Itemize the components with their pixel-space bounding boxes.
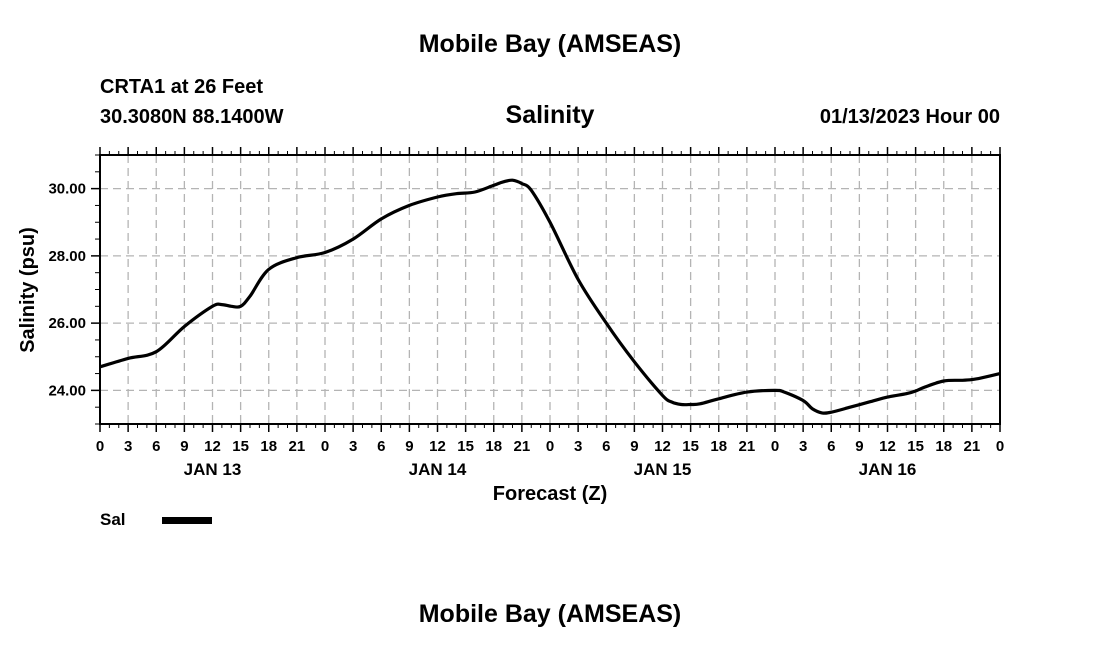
x-tick-label: 12 (654, 438, 671, 455)
series-line-sal (99, 178, 1001, 415)
x-tick-label: 6 (827, 438, 835, 455)
x-axis-label: Forecast (Z) (493, 483, 607, 505)
x-tick-label: 6 (152, 438, 160, 455)
x-tick-label: 21 (514, 438, 531, 455)
y-tick-label: 24.00 (48, 382, 86, 399)
legend-series-label: Sal (100, 510, 126, 529)
x-day-label: JAN 14 (409, 460, 467, 479)
x-tick-label: 21 (289, 438, 306, 455)
x-tick-label: 12 (429, 438, 446, 455)
axis-ticks (91, 147, 1001, 432)
y-tick-label: 26.00 (48, 315, 86, 332)
x-tick-label: 3 (799, 438, 807, 455)
y-tick-label: 30.00 (48, 181, 86, 198)
y-tick-label: 28.00 (48, 248, 86, 265)
footer-title: Mobile Bay (AMSEAS) (418, 600, 682, 628)
x-tick-label: 18 (485, 438, 502, 455)
grid-lines (100, 155, 1000, 424)
x-tick-label: 21 (964, 438, 981, 455)
x-tick-label: 15 (232, 438, 249, 455)
x-tick-label: 9 (855, 438, 863, 455)
x-tick-label: 3 (124, 438, 132, 455)
station-coordinates: 30.3080N 88.1400W (100, 106, 284, 128)
x-tick-label: 18 (710, 438, 727, 455)
station-label: CRTA1 at 26 Feet (100, 76, 264, 98)
x-tick-label: 21 (739, 438, 756, 455)
parameter-title: Salinity (505, 101, 595, 129)
x-day-label: JAN 15 (634, 460, 692, 479)
x-tick-label: 18 (260, 438, 277, 455)
x-day-label: JAN 13 (184, 460, 242, 479)
x-tick-label: 9 (630, 438, 638, 455)
x-tick-label: 9 (405, 438, 413, 455)
x-tick-label: 15 (457, 438, 474, 455)
x-tick-label: 12 (879, 438, 896, 455)
x-tick-label: 0 (771, 438, 779, 455)
x-tick-label: 0 (321, 438, 329, 455)
legend-swatch (162, 517, 212, 524)
axis-labels: 0 3 6 9 12 15 18 21 0 3 6 9 12 15 18 21 0 3 6 9 12 15 18 21 0 3 6 9… (48, 181, 1004, 479)
x-day-label: JAN 16 (859, 460, 917, 479)
x-tick-label: 12 (204, 438, 221, 455)
x-tick-label: 6 (602, 438, 610, 455)
x-tick-label: 3 (349, 438, 357, 455)
x-tick-label: 15 (907, 438, 924, 455)
y-axis-label: Salinity (psu) (17, 227, 39, 353)
x-tick-label: 0 (546, 438, 554, 455)
chart-main-title: Mobile Bay (AMSEAS) (418, 30, 682, 58)
x-tick-label: 0 (96, 438, 104, 455)
x-tick-label: 18 (935, 438, 952, 455)
x-tick-label: 0 (996, 438, 1004, 455)
x-tick-label: 9 (180, 438, 188, 455)
x-tick-label: 6 (377, 438, 385, 455)
forecast-datetime: 01/13/2023 Hour 00 (819, 106, 1000, 128)
x-tick-label: 15 (682, 438, 699, 455)
x-tick-label: 3 (574, 438, 582, 455)
